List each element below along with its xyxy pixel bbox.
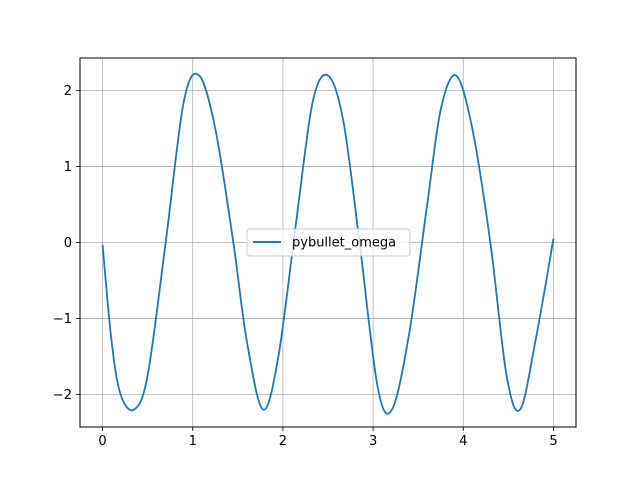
y-tick-label: 2 — [64, 84, 72, 99]
series-line-pybullet_omega — [101, 72, 555, 415]
series-layer — [101, 72, 555, 415]
y-tick-label: 1 — [64, 160, 72, 175]
y-tick-label: −1 — [53, 312, 72, 327]
x-tick-label: 3 — [369, 434, 377, 449]
legend-label: pybullet_omega — [292, 236, 396, 251]
axis-ticks: 0 1 2 3 4 5 −2 −1 0 1 2 — [53, 84, 558, 449]
legend: pybullet_omega — [246, 228, 411, 257]
x-tick-label: 4 — [459, 434, 467, 449]
x-tick-label: 5 — [549, 434, 557, 449]
x-tick-label: 0 — [98, 434, 106, 449]
x-tick-label: 2 — [279, 434, 287, 449]
x-tick-label: 1 — [189, 434, 197, 449]
y-tick-label: −2 — [53, 388, 72, 403]
legend-box — [246, 228, 411, 257]
y-tick-label: 0 — [64, 236, 72, 251]
